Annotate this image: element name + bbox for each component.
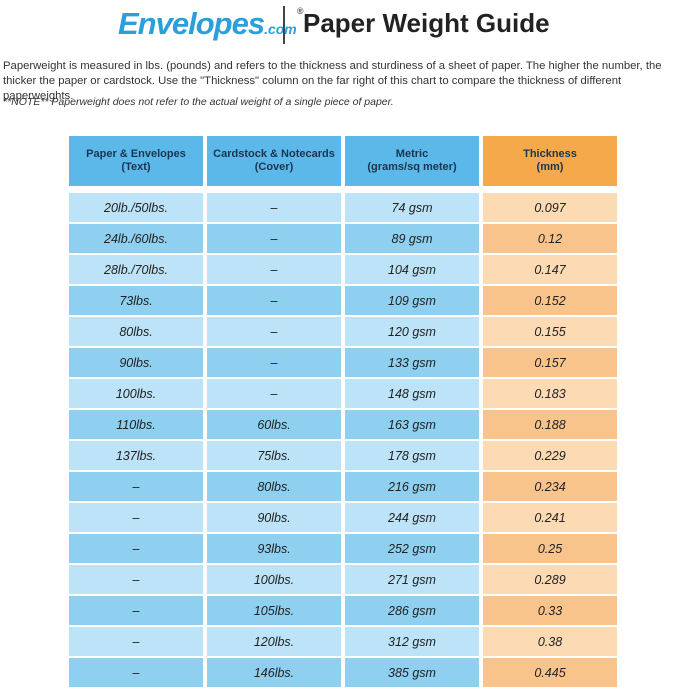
table-cell: 100lbs. — [69, 379, 203, 408]
table-cell: – — [207, 348, 341, 377]
table-cell: 148 gsm — [345, 379, 479, 408]
table-cell: 89 gsm — [345, 224, 479, 253]
table-cell: – — [207, 255, 341, 284]
header-line: (Cover) — [254, 161, 294, 173]
table-cell: 105lbs. — [207, 596, 341, 625]
header-line: Metric — [395, 148, 429, 160]
header-cell: Thickness (mm) — [483, 136, 617, 186]
table-cell: 0.152 — [483, 286, 617, 315]
table-cell: 28lb./70lbs. — [69, 255, 203, 284]
header-line: (grams/sq meter) — [367, 161, 457, 173]
table-cell: 0.25 — [483, 534, 617, 563]
table-cell: – — [207, 379, 341, 408]
intro: Paperweight is measured in lbs. (pounds)… — [3, 60, 662, 102]
table-cell: 0.147 — [483, 255, 617, 284]
table-cell: 100lbs. — [207, 565, 341, 594]
table-cell: – — [207, 193, 341, 222]
logo-text: Envelopes — [118, 6, 265, 41]
title: Paper Weight Guide — [303, 8, 550, 38]
header-line: (Text) — [121, 161, 151, 173]
table-cell: 120 gsm — [345, 317, 479, 346]
header-line: Cardstock & Notecards — [213, 148, 335, 160]
table-cell: 271 gsm — [345, 565, 479, 594]
table-cell: 93lbs. — [207, 534, 341, 563]
table-cell: 244 gsm — [345, 503, 479, 532]
table-cell: – — [207, 224, 341, 253]
table-cell: 73lbs. — [69, 286, 203, 315]
table-cell: 385 gsm — [345, 658, 479, 687]
table-cell: – — [207, 286, 341, 315]
table-cell: 60lbs. — [207, 410, 341, 439]
header-cell: Cardstock & Notecards (Cover) — [207, 136, 341, 186]
table-cell: – — [69, 503, 203, 532]
logo-suffix: .com — [264, 21, 297, 37]
table-cell: 0.241 — [483, 503, 617, 532]
table-cell: – — [69, 596, 203, 625]
table-cell: – — [69, 565, 203, 594]
header-line: Thickness — [523, 148, 577, 160]
table-cell: 20lb./50lbs. — [69, 193, 203, 222]
table-cell: 252 gsm — [345, 534, 479, 563]
note: **NOTE** Paperweight does not refer to t… — [3, 96, 394, 108]
table-cell: 90lbs. — [69, 348, 203, 377]
table-cell: 0.289 — [483, 565, 617, 594]
table-cell: 0.445 — [483, 658, 617, 687]
table-cell: 90lbs. — [207, 503, 341, 532]
table-cell: 0.155 — [483, 317, 617, 346]
table-cell: 0.33 — [483, 596, 617, 625]
table-cell: 0.157 — [483, 348, 617, 377]
table-cell: 0.183 — [483, 379, 617, 408]
header-line: Paper & Envelopes — [86, 148, 186, 160]
header-cell: Metric (grams/sq meter) — [345, 136, 479, 186]
table-cell: 137lbs. — [69, 441, 203, 470]
table-cell: 75lbs. — [207, 441, 341, 470]
table-cell: 0.38 — [483, 627, 617, 656]
table-cell: 120lbs. — [207, 627, 341, 656]
table-cell: 74 gsm — [345, 193, 479, 222]
table-cell: – — [69, 627, 203, 656]
table-cell: 110lbs. — [69, 410, 203, 439]
table-cell: 109 gsm — [345, 286, 479, 315]
table-cell: 104 gsm — [345, 255, 479, 284]
table-cell: 146lbs. — [207, 658, 341, 687]
table-cell: 312 gsm — [345, 627, 479, 656]
table-cell: – — [69, 534, 203, 563]
table-cell: 0.188 — [483, 410, 617, 439]
table-cell: 286 gsm — [345, 596, 479, 625]
table-cell: 133 gsm — [345, 348, 479, 377]
logo-mark: ® — [296, 6, 304, 16]
logo: Envelopes.com ® — [118, 6, 304, 42]
table-cell: – — [69, 472, 203, 501]
table-cell: – — [207, 317, 341, 346]
table-cell: 80lbs. — [207, 472, 341, 501]
table-cell: – — [69, 658, 203, 687]
table-cell: 24lb./60lbs. — [69, 224, 203, 253]
table-cell: 178 gsm — [345, 441, 479, 470]
table-cell: 0.229 — [483, 441, 617, 470]
table-cell: 80lbs. — [69, 317, 203, 346]
header-line: (mm) — [536, 161, 564, 173]
table-cell: 216 gsm — [345, 472, 479, 501]
table-cell: 0.234 — [483, 472, 617, 501]
table-cell: 0.12 — [483, 224, 617, 253]
table-cell: 163 gsm — [345, 410, 479, 439]
header-cell: Paper & Envelopes (Text) — [69, 136, 203, 186]
divider — [283, 6, 285, 44]
table-cell: 0.097 — [483, 193, 617, 222]
